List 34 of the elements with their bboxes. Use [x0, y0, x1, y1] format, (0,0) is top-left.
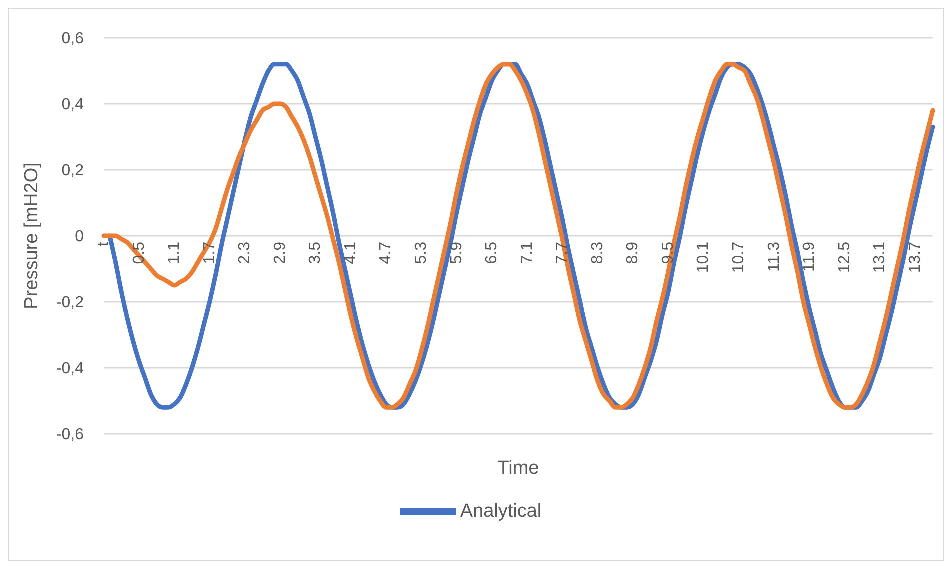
x-tick-label: 4.7: [378, 242, 395, 264]
x-tick-label: 13.7: [906, 242, 924, 274]
x-tick-label: 1.7: [201, 242, 218, 264]
x-tick-label: 13.1: [872, 242, 889, 274]
x-tick-label: 12.5: [836, 242, 854, 274]
x-tick-label: 1.1: [166, 242, 184, 264]
x-tick-label: 0.5: [130, 242, 148, 264]
y-tick-label: 0,2: [62, 162, 84, 180]
y-tick-label: 0,4: [62, 96, 84, 114]
y-tick-label: -0,2: [56, 294, 84, 312]
x-tick-label: 9.5: [660, 242, 677, 264]
x-tick-label: 10.1: [695, 242, 712, 274]
x-tick-label: 7.7: [554, 242, 572, 264]
x-axis-title: Time: [498, 458, 540, 479]
x-tick-label: 4.1: [342, 242, 360, 264]
y-tick-label: 0: [75, 228, 84, 246]
x-tick-label: 8.9: [624, 242, 642, 264]
legend-label: Analytical: [460, 501, 542, 522]
y-tick-label: 0,6: [62, 30, 84, 48]
x-tick-label: 5.9: [448, 242, 466, 264]
x-tick-label: 11.9: [801, 242, 818, 272]
y-axis-title: Pressure [mH2O]: [22, 162, 43, 310]
x-tick-label: 11.3: [766, 242, 783, 272]
y-tick-label: -0,4: [56, 360, 84, 378]
y-tick-label: -0,6: [56, 426, 84, 444]
x-tick-label: 5.3: [412, 242, 430, 264]
x-tick-label: 3.5: [307, 242, 324, 264]
x-tick-label: t: [96, 241, 112, 246]
x-tick-label: 2.3: [236, 242, 254, 264]
x-tick-label: 7.1: [518, 242, 536, 264]
x-tick-label: 8.3: [589, 242, 606, 264]
x-tick-label: 10.7: [730, 242, 748, 274]
x-tick-label: 2.9: [272, 242, 289, 264]
x-tick-label: 6.5: [484, 242, 501, 264]
